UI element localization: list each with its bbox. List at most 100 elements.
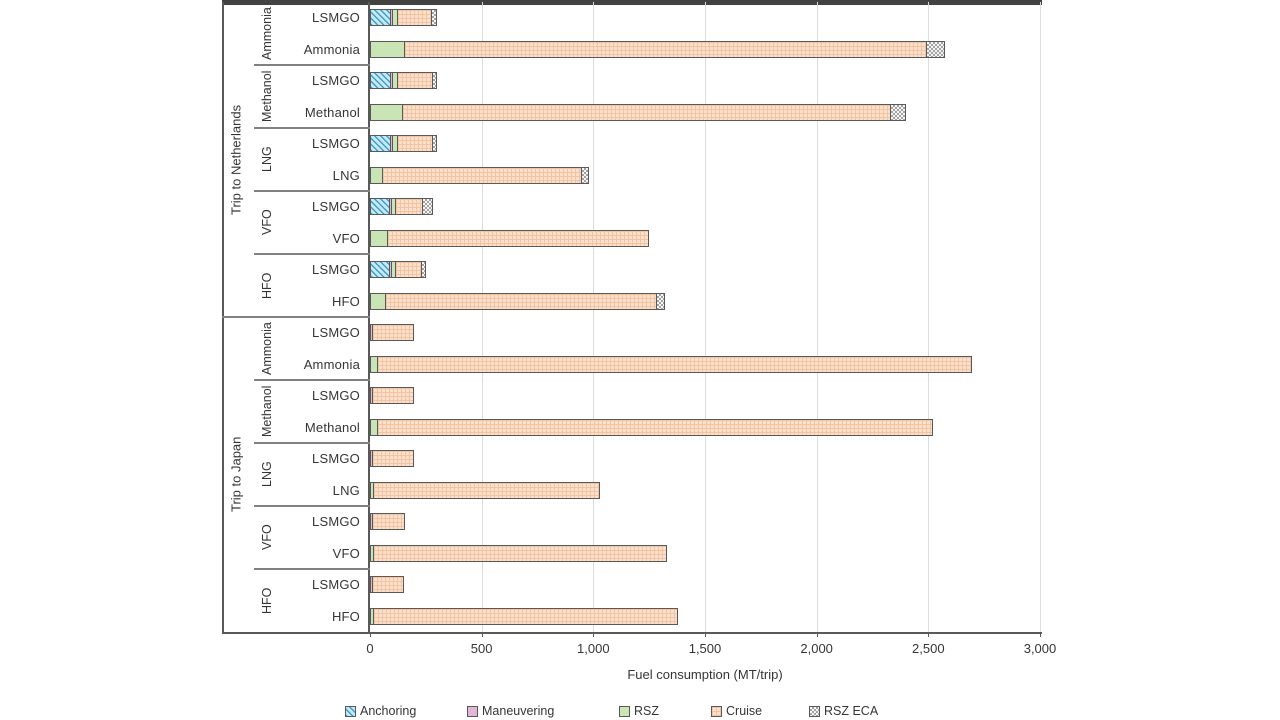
stacked-bar-trip-to-japan-ammonia-ammonia bbox=[370, 355, 972, 373]
x-axis-tick bbox=[816, 632, 818, 637]
x-axis-tick bbox=[1040, 632, 1041, 637]
segment-rsz_eca bbox=[433, 136, 437, 152]
fuel-group-divider bbox=[254, 442, 370, 444]
bar-label: VFO bbox=[332, 230, 360, 246]
bar-label: Ammonia bbox=[303, 356, 360, 372]
segment-maneuvering bbox=[391, 136, 394, 152]
fuel-group-label: HFO bbox=[260, 272, 274, 299]
segment-rsz_eca bbox=[432, 10, 436, 26]
x-axis-tick-label: 2,500 bbox=[912, 641, 945, 656]
stacked-bar-trip-to-netherlands-lng-lng bbox=[370, 166, 589, 184]
gridline bbox=[1040, 2, 1041, 632]
fuel-group-divider bbox=[254, 568, 370, 570]
segment-cruise bbox=[395, 262, 422, 278]
stacked-bar-trip-to-japan-methanol-lsmgo bbox=[370, 387, 415, 405]
stacked-bar-trip-to-netherlands-methanol-methanol bbox=[370, 103, 906, 121]
fuel-group-label: Ammonia bbox=[260, 7, 274, 60]
fuel-group-label: VFO bbox=[260, 524, 274, 551]
stacked-bar-trip-to-japan-vfo-lsmgo bbox=[370, 513, 405, 531]
fuel-group-label: LNG bbox=[260, 146, 274, 173]
segment-cruise bbox=[373, 388, 414, 404]
segment-cruise bbox=[387, 230, 648, 246]
segment-cruise bbox=[373, 325, 414, 341]
segment-cruise bbox=[373, 451, 414, 467]
segment-cruise bbox=[377, 419, 932, 435]
segment-maneuvering bbox=[371, 577, 374, 593]
legend-label: Cruise bbox=[726, 704, 763, 718]
segment-rsz bbox=[371, 482, 374, 498]
segment-maneuvering bbox=[391, 10, 394, 26]
bar-label: HFO bbox=[331, 608, 360, 624]
segment-cruise bbox=[373, 577, 403, 593]
legend-swatch-maneuvering bbox=[467, 705, 478, 717]
fuel-group-label: Ammonia bbox=[260, 322, 274, 375]
stacked-bar-trip-to-netherlands-methanol-lsmgo bbox=[370, 72, 437, 90]
segment-anchoring bbox=[371, 73, 392, 89]
stacked-bar-trip-to-japan-vfo-vfo bbox=[370, 544, 667, 562]
stacked-bar-trip-to-netherlands-hfo-lsmgo bbox=[370, 261, 427, 279]
segment-maneuvering bbox=[389, 199, 393, 215]
segment-cruise bbox=[385, 293, 657, 309]
segment-anchoring bbox=[371, 199, 390, 215]
legend-label: Maneuvering bbox=[482, 704, 555, 718]
x-axis-tick bbox=[593, 632, 595, 637]
fuel-group-divider bbox=[254, 190, 370, 192]
segment-rsz bbox=[371, 230, 388, 246]
stacked-bar-trip-to-japan-hfo-lsmgo bbox=[370, 576, 404, 594]
bar-label: LSMGO bbox=[312, 73, 360, 89]
stacked-bar-trip-to-netherlands-vfo-lsmgo bbox=[370, 198, 433, 216]
segment-cruise bbox=[396, 199, 424, 215]
gridline bbox=[705, 2, 706, 632]
bar-label: LSMGO bbox=[312, 262, 360, 278]
legend-label: Anchoring bbox=[360, 704, 417, 718]
segment-maneuvering bbox=[371, 388, 374, 404]
segment-maneuvering bbox=[389, 262, 393, 278]
segment-cruise bbox=[373, 608, 678, 624]
segment-anchoring bbox=[371, 136, 392, 152]
trip-group-label: Trip to Japan bbox=[228, 436, 244, 513]
bar-label: LNG bbox=[332, 482, 360, 498]
segment-cruise bbox=[397, 73, 433, 89]
fuel-group-label: Methanol bbox=[260, 385, 274, 438]
x-axis-tick bbox=[705, 632, 706, 637]
legend-swatch-rsz bbox=[619, 705, 630, 717]
segment-cruise bbox=[383, 167, 583, 183]
x-axis-tick-label: 3,000 bbox=[1023, 641, 1057, 656]
legend-swatch-anchoring bbox=[345, 705, 356, 717]
stacked-bar-trip-to-netherlands-ammonia-lsmgo bbox=[370, 9, 437, 27]
bar-label: LSMGO bbox=[312, 199, 360, 215]
legend-swatch-rsz_eca bbox=[809, 705, 820, 717]
segment-cruise bbox=[377, 356, 971, 372]
segment-cruise bbox=[373, 545, 666, 561]
fuel-group-divider bbox=[254, 253, 370, 255]
legend-item-cruise: Cruise bbox=[711, 704, 762, 718]
bar-label: VFO bbox=[332, 545, 360, 561]
x-axis-tick bbox=[370, 632, 371, 637]
gridline bbox=[816, 2, 818, 632]
segment-rsz bbox=[392, 262, 396, 278]
segment-cruise bbox=[397, 10, 433, 26]
gridline bbox=[928, 2, 930, 632]
segment-rsz bbox=[371, 41, 405, 57]
fuel-group-divider bbox=[254, 127, 370, 129]
segment-cruise bbox=[373, 482, 599, 498]
segment-rsz bbox=[371, 608, 374, 624]
stacked-bar-trip-to-netherlands-ammonia-ammonia bbox=[370, 40, 945, 58]
gridline bbox=[481, 2, 483, 632]
fuel-group-divider bbox=[254, 379, 370, 381]
x-axis-line bbox=[222, 632, 1042, 634]
bar-label: LSMGO bbox=[312, 388, 360, 404]
stacked-bar-trip-to-netherlands-lng-lsmgo bbox=[370, 135, 438, 153]
segment-cruise bbox=[373, 514, 404, 530]
segment-cruise bbox=[403, 104, 892, 120]
segment-rsz bbox=[393, 10, 398, 26]
segment-rsz bbox=[371, 419, 378, 435]
stacked-bar-trip-to-netherlands-vfo-vfo bbox=[370, 229, 649, 247]
bar-label: Ammonia bbox=[303, 41, 360, 57]
fuel-group-divider bbox=[254, 505, 370, 507]
trip-group-divider bbox=[222, 316, 370, 318]
fuel-group-label: HFO bbox=[260, 587, 274, 614]
legend-swatch-cruise bbox=[711, 705, 722, 717]
x-axis-tick bbox=[481, 632, 483, 637]
